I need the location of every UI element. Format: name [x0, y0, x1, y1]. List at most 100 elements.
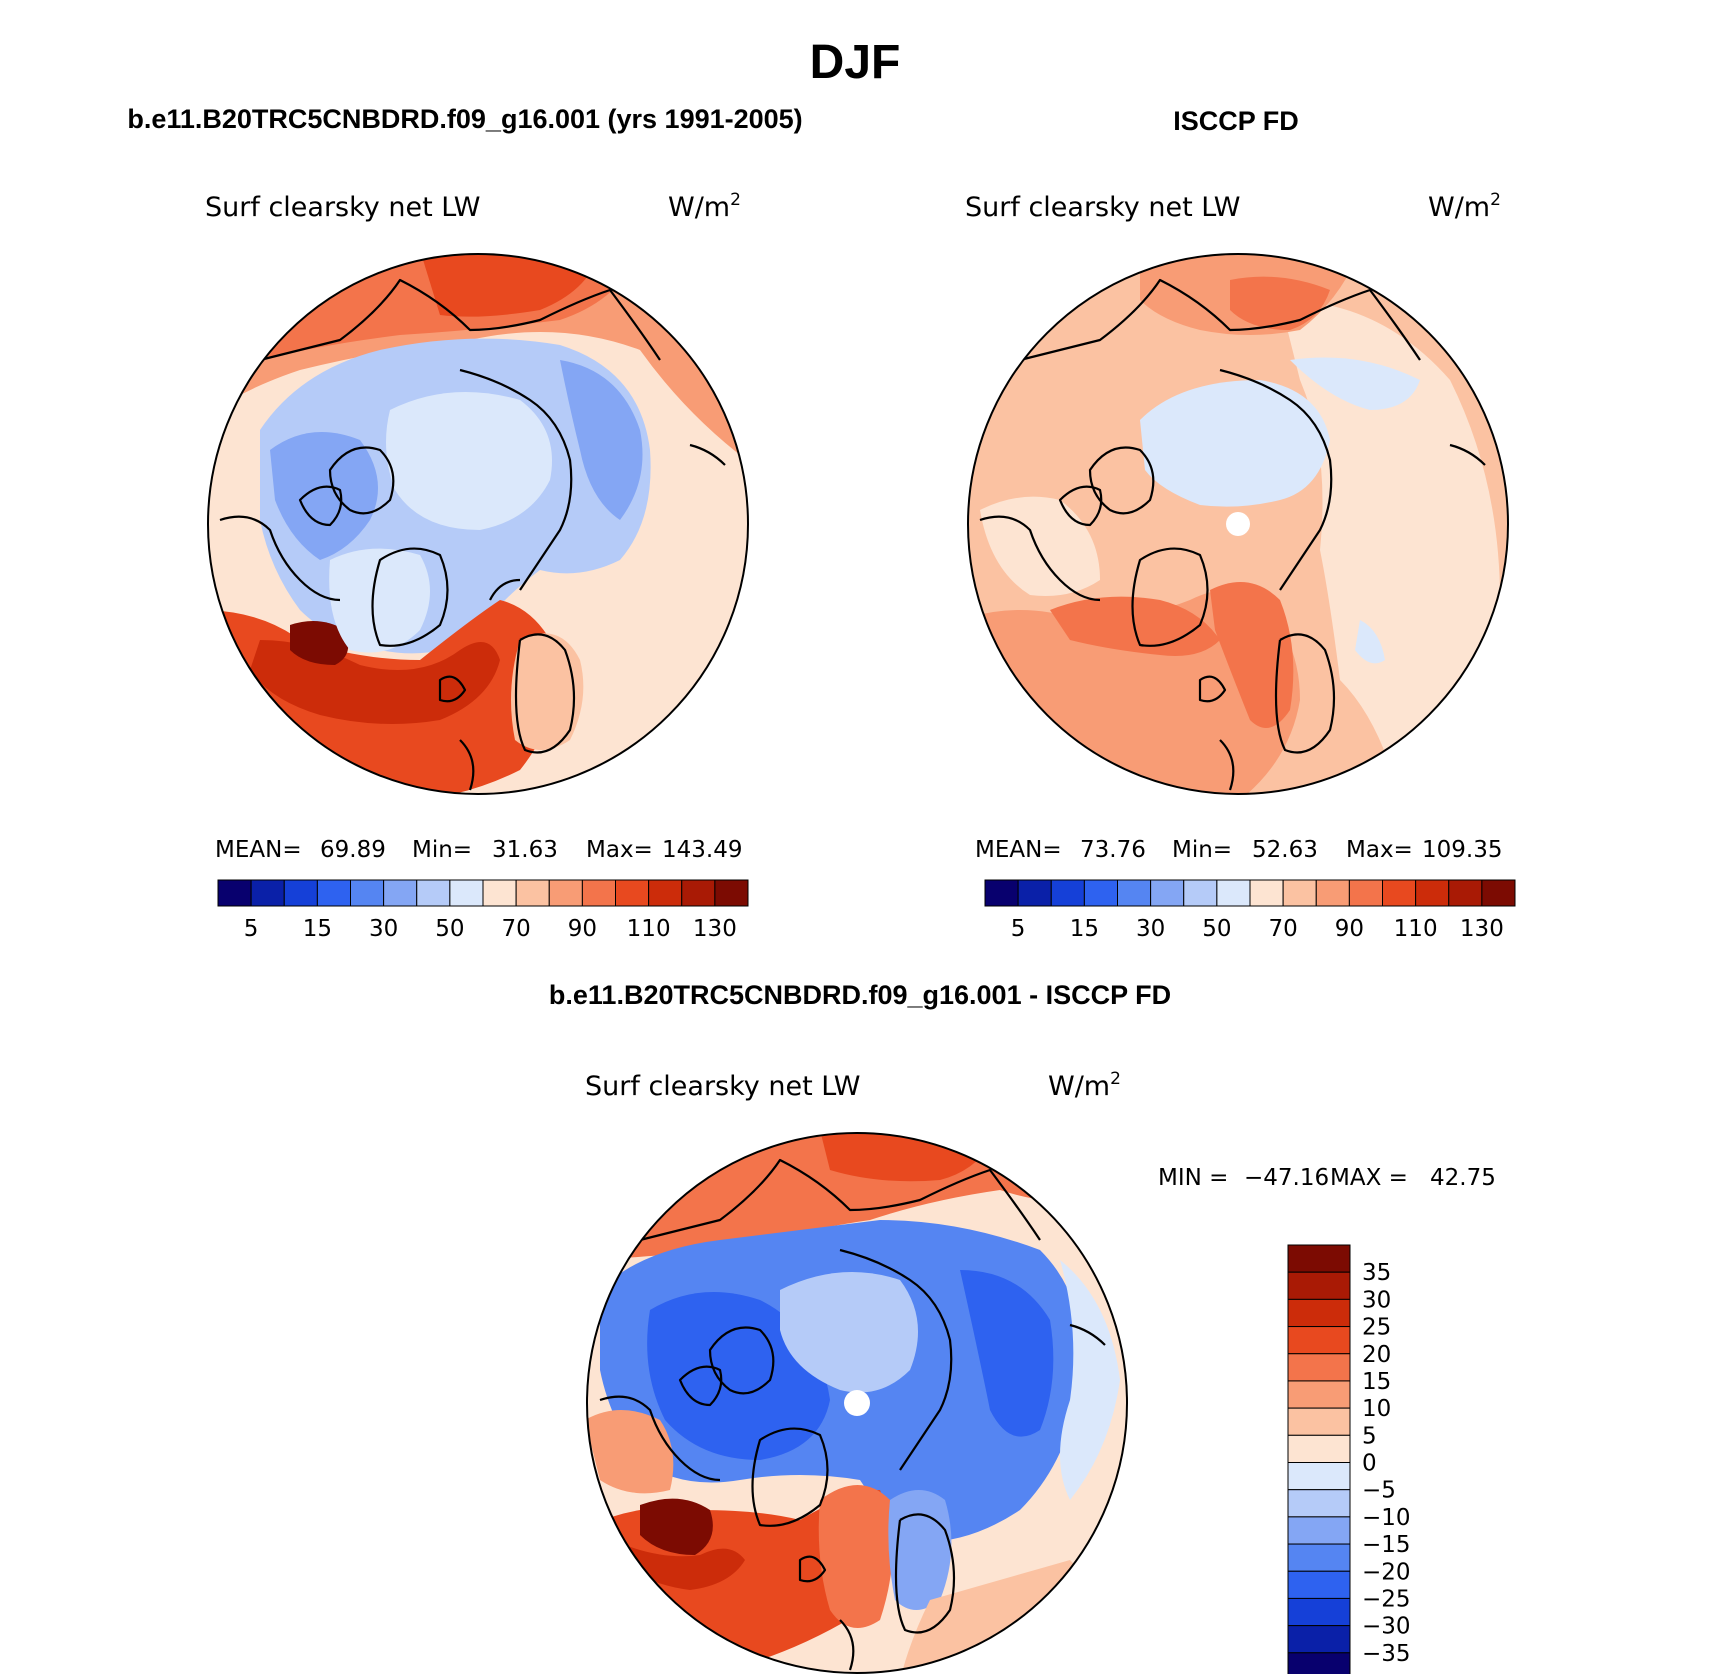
colorbar-tick-label: −25 [1362, 1586, 1411, 1612]
colorbar-tick-label: 110 [1394, 916, 1438, 942]
colorbar-swatch [548, 879, 583, 907]
colorbar-swatch [316, 879, 351, 907]
colorbar-swatch [1287, 1570, 1351, 1599]
obs-panel: Surf clearsky net LW W/m2 [965, 190, 1516, 942]
atlantic-salmon-region [818, 1485, 894, 1628]
colorbar-tick-label: 30 [1136, 916, 1165, 942]
colorbar-swatch [515, 879, 550, 907]
colorbar-tick-label: 90 [568, 916, 597, 942]
units-label: W/m2 [668, 190, 741, 223]
barents-pale-region [1290, 357, 1420, 410]
colorbar-swatch [416, 879, 451, 907]
colorbar-tick-label: 35 [1362, 1260, 1391, 1286]
norway-sea-hot-region [1210, 582, 1294, 728]
colorbar-tick-label: 5 [1362, 1423, 1377, 1449]
labrador-max-region [640, 1498, 713, 1555]
arctic-pale-region [1140, 380, 1330, 507]
pole-hole [1226, 512, 1250, 536]
colorbar-tick-label: 30 [1362, 1287, 1391, 1313]
colorbar-tick-label: 0 [1362, 1451, 1377, 1477]
eurasia-pale-region [1060, 1260, 1120, 1500]
pacific-pale-region [1355, 620, 1385, 664]
siberia-deep-cold-region [960, 1270, 1054, 1437]
canada-cream-region [980, 496, 1100, 596]
colorbar-swatch [1287, 1462, 1351, 1491]
central-arctic-region [386, 392, 552, 530]
colorbar-swatch [1287, 1407, 1351, 1436]
polar-map [968, 254, 1508, 794]
minmax-line: MIN = −47.16 MAX = 42.75 [1158, 1165, 1496, 1191]
colorbar-swatch [1287, 1380, 1351, 1409]
eurasia-cream-region [1280, 300, 1508, 794]
variable-label: Surf clearsky net LW [585, 1071, 861, 1102]
stats-line: MEAN= 73.76 Min= 52.63 Max= 109.35 [975, 837, 1502, 863]
canada-warm-region [587, 1410, 674, 1494]
colorbar-swatch [1017, 879, 1052, 907]
colorbar-swatch [1282, 879, 1317, 907]
coastlines [219, 278, 726, 791]
colorbar-swatch [648, 879, 683, 907]
colorbar-tick-label: 5 [244, 916, 259, 942]
colorbar-swatch [1287, 1244, 1351, 1273]
colorbar-tick-label: 5 [1011, 916, 1026, 942]
colorbar-swatch [449, 879, 484, 907]
colorbar-swatch [1117, 879, 1152, 907]
colorbar-tick-label: 110 [627, 916, 671, 942]
colorbar-swatch [984, 879, 1019, 907]
map-border [586, 1132, 1128, 1674]
season-title: DJF [810, 36, 901, 89]
barents-cold-region [560, 360, 643, 520]
colorbar-swatch [1287, 1271, 1351, 1300]
colorbar-swatch [1287, 1516, 1351, 1545]
colorbar-swatch [1083, 879, 1118, 907]
colorbar-tick-label: 30 [369, 916, 398, 942]
colorbar-swatch [217, 879, 252, 907]
colorbar-swatch [1249, 879, 1284, 907]
colorbar-tick-label: −5 [1362, 1478, 1396, 1504]
colorbar-swatch [482, 879, 517, 907]
labrador-max-region [290, 621, 349, 665]
colorbar-tick-label: 70 [501, 916, 530, 942]
colorbar-swatch [1481, 879, 1516, 907]
colorbar-tick-label: 130 [1460, 916, 1504, 942]
variable-label: Surf clearsky net LW [205, 192, 481, 223]
colorbar-swatch [1050, 879, 1085, 907]
colorbar-tick-label: −20 [1362, 1559, 1411, 1585]
colorbar-swatch [1287, 1326, 1351, 1355]
colorbar-swatch [1287, 1489, 1351, 1518]
colorbar-tick-label: 15 [303, 916, 332, 942]
colorbar-swatch [1287, 1298, 1351, 1328]
colorbar-swatch [250, 879, 285, 907]
colorbar-swatch [1287, 1543, 1351, 1572]
coastlines [599, 1158, 1106, 1671]
colorbar-swatch [1183, 879, 1218, 907]
colorbar-swatch [581, 879, 616, 907]
colorbar-tick-label: 50 [435, 916, 464, 942]
canada-cold-region [270, 432, 378, 560]
colorbar-swatch [1287, 1652, 1351, 1674]
colorbar-swatch [1348, 879, 1383, 907]
map-border [207, 253, 749, 795]
colorbar-model: 5 15 30 50 70 90 110 130 [217, 879, 749, 942]
colorbar-swatch [1415, 879, 1450, 907]
colorbar-tick-label: 20 [1362, 1342, 1391, 1368]
colorbar-obs: 5 15 30 50 70 90 110 130 [984, 879, 1516, 942]
obs-panel-title: ISCCP FD [1173, 106, 1299, 136]
units-label: W/m2 [1048, 1069, 1121, 1102]
colorbar-swatch [1382, 879, 1417, 907]
colorbar-tick-label: −30 [1362, 1614, 1411, 1640]
colorbar-swatch [1448, 879, 1483, 907]
diff-panel-title: b.e11.B20TRC5CNBDRD.f09_g16.001 - ISCCP … [549, 980, 1171, 1010]
colorbar-swatch [1315, 879, 1350, 907]
colorbar-swatch [350, 879, 385, 907]
labrador-hot-region [625, 1545, 745, 1590]
colorbar-swatch [1287, 1434, 1351, 1463]
diff-panel: Surf clearsky net LW W/m2 [585, 1069, 1496, 1674]
colorbar-tick-label: 10 [1362, 1396, 1391, 1422]
colorbar-tick-label: 90 [1335, 916, 1364, 942]
variable-label: Surf clearsky net LW [965, 192, 1241, 223]
scandinavia-region [511, 633, 584, 750]
colorbar-tick-label: 130 [693, 916, 737, 942]
